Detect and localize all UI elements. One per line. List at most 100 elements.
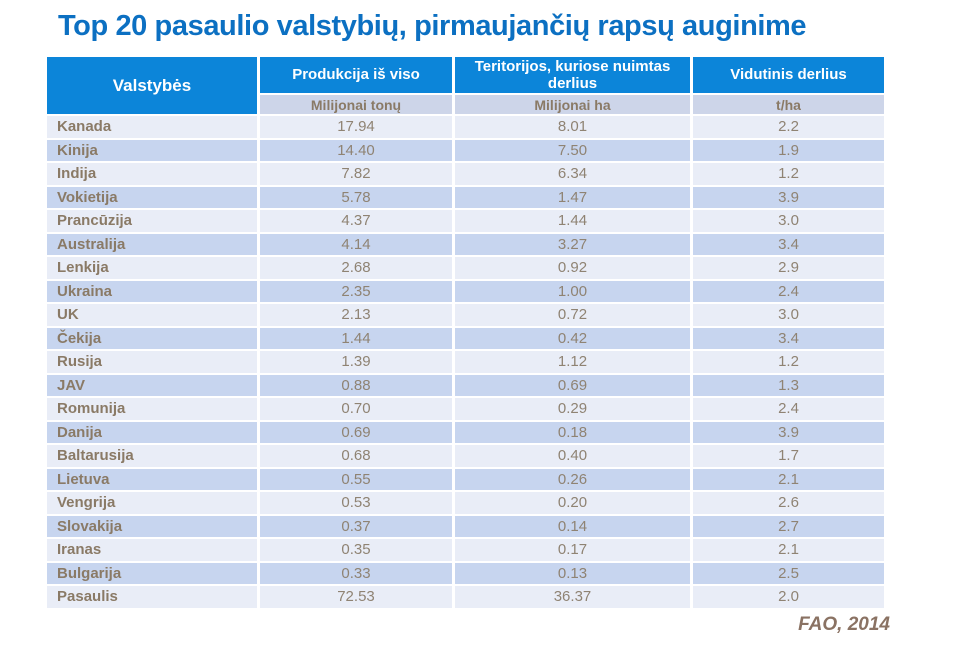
table-row: Kanada 17.94 8.01 2.2 xyxy=(47,116,884,138)
table-row: Kinija 14.40 7.50 1.9 xyxy=(47,139,884,161)
header-row: Valstybės Produkcija iš viso Teritorijos… xyxy=(47,57,884,114)
table-row: Iranas 0.35 0.17 2.1 xyxy=(47,539,884,561)
production-cell: 0.88 xyxy=(260,374,452,396)
area-cell: 1.00 xyxy=(455,280,690,302)
country-cell: UK xyxy=(47,304,257,326)
area-cell: 0.92 xyxy=(455,257,690,279)
unit-harvested-area: Milijonai ha xyxy=(455,95,690,114)
area-cell: 0.13 xyxy=(455,562,690,584)
production-cell: 2.13 xyxy=(260,304,452,326)
table-row: Prancūzija 4.37 1.44 3.0 xyxy=(47,210,884,232)
country-cell: Indija xyxy=(47,163,257,185)
production-cell: 4.14 xyxy=(260,233,452,255)
area-cell: 0.29 xyxy=(455,398,690,420)
area-cell: 1.12 xyxy=(455,351,690,373)
yield-cell: 2.7 xyxy=(693,515,884,537)
country-cell: Romunija xyxy=(47,398,257,420)
area-cell: 6.34 xyxy=(455,163,690,185)
units-row: Milijonai tonų Milijonai ha t/ha xyxy=(47,95,884,114)
table-row: Rusija 1.39 1.12 1.2 xyxy=(47,351,884,373)
yield-cell: 1.3 xyxy=(693,374,884,396)
production-cell: 0.70 xyxy=(260,398,452,420)
area-cell: 0.14 xyxy=(455,515,690,537)
production-cell: 0.55 xyxy=(260,468,452,490)
yield-cell: 3.4 xyxy=(693,233,884,255)
country-cell: Bulgarija xyxy=(47,562,257,584)
unit-average-yield: t/ha xyxy=(693,95,884,114)
area-cell: 36.37 xyxy=(455,586,690,608)
production-cell: 0.53 xyxy=(260,492,452,514)
country-cell: Australija xyxy=(47,233,257,255)
yield-cell: 1.9 xyxy=(693,139,884,161)
yield-cell: 3.9 xyxy=(693,186,884,208)
area-cell: 8.01 xyxy=(455,116,690,138)
yield-cell: 2.1 xyxy=(693,468,884,490)
table-row: Čekija 1.44 0.42 3.4 xyxy=(47,327,884,349)
production-cell: 1.39 xyxy=(260,351,452,373)
country-cell: Baltarusija xyxy=(47,445,257,467)
table-row: Ukraina 2.35 1.00 2.4 xyxy=(47,280,884,302)
production-cell: 5.78 xyxy=(260,186,452,208)
yield-cell: 3.4 xyxy=(693,327,884,349)
yield-cell: 1.7 xyxy=(693,445,884,467)
yield-cell: 2.2 xyxy=(693,116,884,138)
rapeseed-table: Valstybės Produkcija iš viso Teritorijos… xyxy=(44,55,887,610)
country-cell: Prancūzija xyxy=(47,210,257,232)
production-cell: 2.35 xyxy=(260,280,452,302)
area-cell: 0.69 xyxy=(455,374,690,396)
area-cell: 0.18 xyxy=(455,421,690,443)
area-cell: 1.47 xyxy=(455,186,690,208)
country-cell: Danija xyxy=(47,421,257,443)
table-row: UK 2.13 0.72 3.0 xyxy=(47,304,884,326)
production-cell: 4.37 xyxy=(260,210,452,232)
area-cell: 1.44 xyxy=(455,210,690,232)
header-production: Produkcija iš viso xyxy=(260,57,452,93)
area-cell: 0.72 xyxy=(455,304,690,326)
production-cell: 72.53 xyxy=(260,586,452,608)
yield-cell: 2.9 xyxy=(693,257,884,279)
yield-cell: 1.2 xyxy=(693,163,884,185)
yield-cell: 2.4 xyxy=(693,280,884,302)
yield-cell: 2.4 xyxy=(693,398,884,420)
table-row: Slovakija 0.37 0.14 2.7 xyxy=(47,515,884,537)
production-cell: 2.68 xyxy=(260,257,452,279)
country-cell: Iranas xyxy=(47,539,257,561)
area-cell: 0.26 xyxy=(455,468,690,490)
table-header: Valstybės Produkcija iš viso Teritorijos… xyxy=(47,57,884,114)
area-cell: 7.50 xyxy=(455,139,690,161)
country-cell: Vengrija xyxy=(47,492,257,514)
production-cell: 17.94 xyxy=(260,116,452,138)
yield-cell: 2.6 xyxy=(693,492,884,514)
yield-cell: 2.1 xyxy=(693,539,884,561)
production-cell: 7.82 xyxy=(260,163,452,185)
table-row: Australija 4.14 3.27 3.4 xyxy=(47,233,884,255)
area-cell: 0.40 xyxy=(455,445,690,467)
country-cell: Rusija xyxy=(47,351,257,373)
yield-cell: 2.0 xyxy=(693,586,884,608)
yield-cell: 3.0 xyxy=(693,304,884,326)
production-cell: 0.69 xyxy=(260,421,452,443)
country-cell: JAV xyxy=(47,374,257,396)
header-harvested-area: Teritorijos, kuriose nuimtas derlius xyxy=(455,57,690,93)
table-row: Romunija 0.70 0.29 2.4 xyxy=(47,398,884,420)
table-row: Danija 0.69 0.18 3.9 xyxy=(47,421,884,443)
production-cell: 0.35 xyxy=(260,539,452,561)
unit-production: Milijonai tonų xyxy=(260,95,452,114)
country-cell: Vokietija xyxy=(47,186,257,208)
area-cell: 3.27 xyxy=(455,233,690,255)
table-row: Bulgarija 0.33 0.13 2.5 xyxy=(47,562,884,584)
yield-cell: 1.2 xyxy=(693,351,884,373)
yield-cell: 2.5 xyxy=(693,562,884,584)
source-note: FAO, 2014 xyxy=(798,614,890,635)
production-cell: 0.37 xyxy=(260,515,452,537)
country-cell: Slovakija xyxy=(47,515,257,537)
country-cell: Lenkija xyxy=(47,257,257,279)
table-row: Vengrija 0.53 0.20 2.6 xyxy=(47,492,884,514)
table-row: Lietuva 0.55 0.26 2.1 xyxy=(47,468,884,490)
table-row: Pasaulis 72.53 36.37 2.0 xyxy=(47,586,884,608)
yield-cell: 3.9 xyxy=(693,421,884,443)
table-row: JAV 0.88 0.69 1.3 xyxy=(47,374,884,396)
country-cell: Kinija xyxy=(47,139,257,161)
production-cell: 0.68 xyxy=(260,445,452,467)
page-title: Top 20 pasaulio valstybių, pirmaujančių … xyxy=(58,10,807,42)
